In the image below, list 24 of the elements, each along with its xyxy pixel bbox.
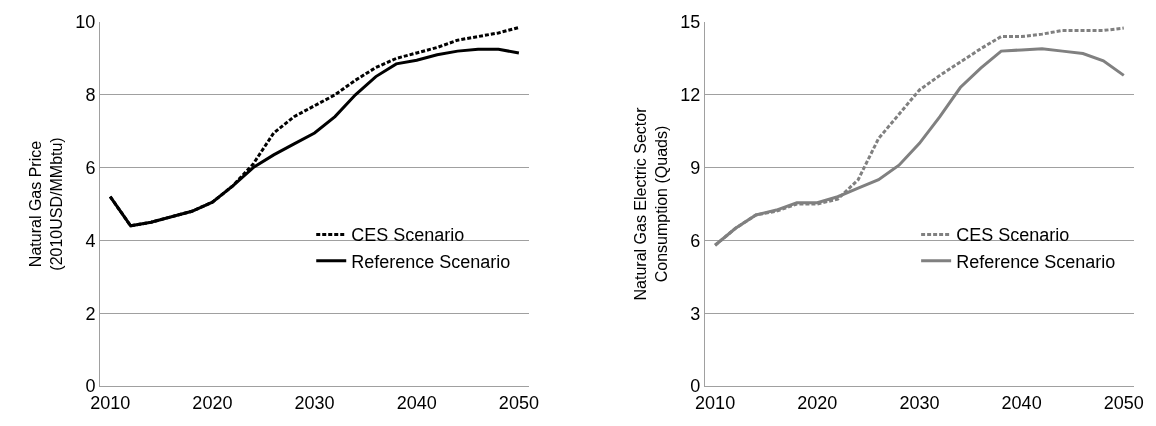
- x-tick-label: 2050: [498, 392, 539, 413]
- x-tick-label: 2020: [192, 392, 233, 413]
- legend-label: CES Scenario: [956, 225, 1070, 246]
- y-tick-label: 4: [85, 230, 96, 251]
- y-tick-label: 10: [75, 12, 96, 33]
- x-tick-label: 2040: [396, 392, 437, 413]
- y-tick-label: 6: [85, 157, 96, 178]
- y-tick-label: 6: [690, 230, 701, 251]
- x-tick-label: 2050: [1103, 392, 1144, 413]
- x-tick-label: 2030: [294, 392, 335, 413]
- legend-label: CES Scenario: [351, 225, 465, 246]
- y-tick-label: 15: [680, 12, 701, 33]
- x-tick-label: 2020: [797, 392, 838, 413]
- x-tick-label: 2030: [899, 392, 940, 413]
- y-tick-label: 9: [690, 157, 701, 178]
- legend-label: Reference Scenario: [351, 251, 511, 272]
- y-axis-title: Natural Gas Price (2010USD/MMbtu): [27, 137, 66, 271]
- y-axis-title: Natural Gas Electric Sector Consumption (Quads): [632, 106, 671, 301]
- legend-label: Reference Scenario: [956, 251, 1116, 272]
- y-tick-label: 12: [680, 85, 701, 106]
- x-tick-label: 2040: [1001, 392, 1042, 413]
- y-tick-label: 2: [85, 303, 96, 324]
- y-tick-label: 8: [85, 85, 96, 106]
- y-tick-label: 3: [690, 303, 701, 324]
